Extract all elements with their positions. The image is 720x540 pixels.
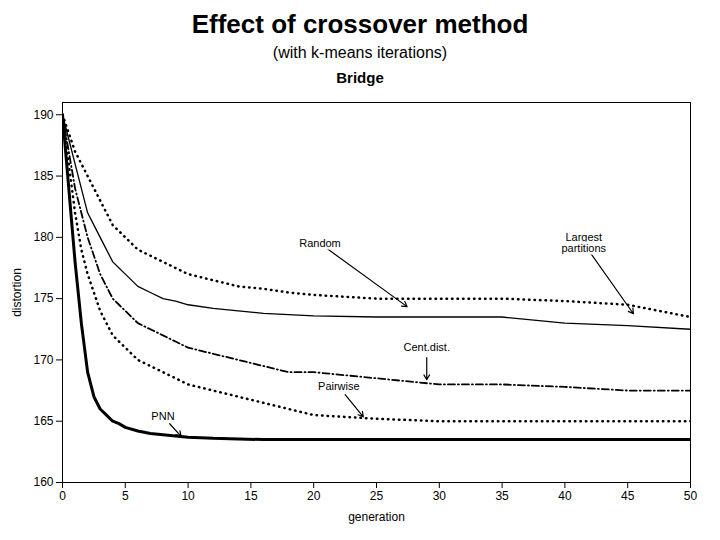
html-text:(with k-means iterations): (with k-means iterations)	[272, 44, 448, 61]
svg-text:25: 25	[370, 489, 384, 503]
svg-text:180: 180	[33, 230, 53, 244]
svg-text:distortion: distortion	[10, 268, 24, 317]
svg-text:35: 35	[495, 489, 509, 503]
svg-text:Largestpartitions: Largestpartitions	[561, 231, 606, 254]
svg-text:190: 190	[33, 108, 53, 122]
svg-text:10: 10	[181, 489, 195, 503]
svg-text:0: 0	[59, 489, 66, 503]
svg-text:30: 30	[433, 489, 447, 503]
svg-text:50: 50	[684, 489, 698, 503]
svg-text:Cent.dist.: Cent.dist.	[404, 341, 450, 353]
svg-text:185: 185	[33, 169, 53, 183]
svg-text:20: 20	[307, 489, 321, 503]
html-text:Effect of crossover method: Effect of crossover method	[191, 9, 529, 39]
svg-text:165: 165	[33, 414, 53, 428]
svg-text:PNN: PNN	[151, 410, 174, 422]
svg-text:160: 160	[33, 475, 53, 489]
html-text:Bridge: Bridge	[336, 69, 384, 86]
svg-text:45: 45	[621, 489, 635, 503]
svg-text:170: 170	[33, 353, 53, 367]
svg-text:40: 40	[558, 489, 572, 503]
svg-text:Pairwise: Pairwise	[318, 380, 360, 392]
svg-text:Random: Random	[299, 237, 341, 249]
svg-text:15: 15	[244, 489, 258, 503]
svg-text:175: 175	[33, 291, 53, 305]
svg-text:5: 5	[122, 489, 129, 503]
svg-text:generation: generation	[348, 510, 405, 524]
